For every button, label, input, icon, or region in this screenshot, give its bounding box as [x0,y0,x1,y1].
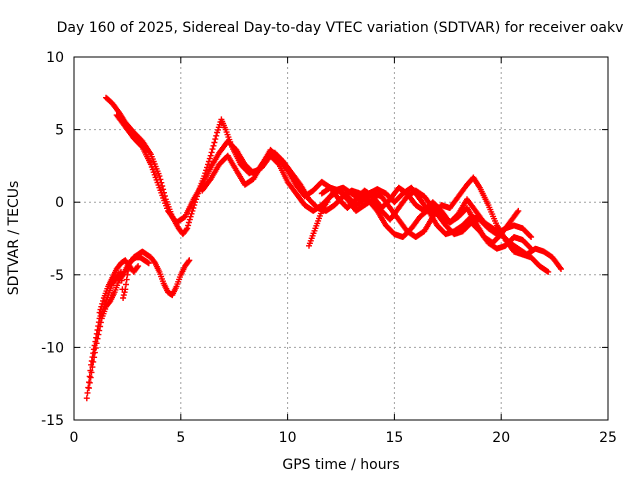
series-arc-1 [103,94,535,252]
y-tick-label: 5 [55,123,64,139]
data-point-markers [96,257,142,316]
data-point-markers [103,94,535,252]
data-layer [83,94,564,402]
y-tick-label: -5 [50,268,64,284]
x-tick-label: 25 [599,430,617,446]
series-arc-5 [318,184,522,246]
series-arc-8 [96,257,142,316]
y-axis-label: SDTVAR / TECUs [6,181,22,296]
x-tick-label: 0 [70,430,79,446]
x-tick-label: 10 [279,430,297,446]
y-tick-label: -15 [41,413,64,429]
x-tick-label: 20 [492,430,510,446]
data-point-markers [318,184,522,246]
x-tick-label: 5 [176,430,185,446]
y-tick-label: 10 [46,50,64,66]
x-tick-label: 15 [385,430,403,446]
chart-title: Day 160 of 2025, Sidereal Day-to-day VTE… [57,20,624,36]
axis-ticks: 0 5 10 15 20 25 -15 -10 -5 0 5 10 [41,50,617,446]
y-tick-label: 0 [55,195,64,211]
grid [74,57,608,420]
x-axis-label: GPS time / hours [282,457,399,473]
y-tick-label: -10 [41,340,64,356]
plot-frame [73,56,609,421]
